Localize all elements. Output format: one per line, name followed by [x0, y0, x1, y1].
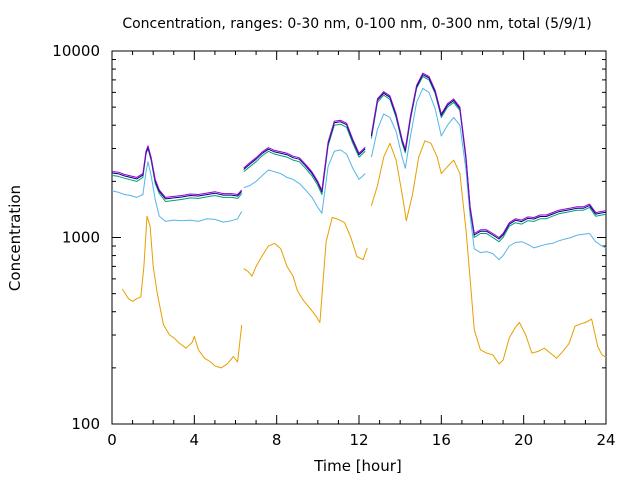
x-tick-label: 20 — [514, 431, 533, 449]
y-tick-label: 100 — [71, 415, 100, 433]
series-line-total-shadow — [243, 121, 366, 193]
series-line-total-shadow — [111, 146, 243, 200]
x-tick-label: 12 — [349, 431, 368, 449]
axis-ticks — [111, 50, 607, 425]
y-axis-label: Concentration — [6, 185, 24, 291]
tick-labels: 0 4 8 12 16 20 24 100 1000 10000 — [52, 42, 615, 449]
chart-title: Concentration, ranges: 0-30 nm, 0-100 nm… — [122, 16, 591, 32]
y-tick-label: 10000 — [52, 42, 100, 60]
x-tick-label: 4 — [190, 431, 200, 449]
series-line-total — [111, 145, 243, 198]
series-line-s30 — [121, 215, 243, 369]
series-line-s30 — [370, 140, 607, 365]
series-line-s100 — [111, 161, 243, 223]
series-line-total-shadow — [370, 74, 607, 240]
series-line-s30 — [243, 217, 368, 323]
x-tick-label: 24 — [596, 431, 615, 449]
plot-frame — [111, 50, 607, 425]
series-line-s300 — [243, 123, 366, 195]
x-tick-label: 16 — [432, 431, 451, 449]
x-tick-label: 0 — [107, 431, 117, 449]
series-line-total — [370, 72, 607, 238]
series-line-s100 — [370, 87, 607, 261]
series-line-total — [243, 119, 366, 191]
y-tick-label: 1000 — [62, 229, 100, 247]
series-line-s300 — [111, 148, 243, 202]
series-line-s100 — [243, 149, 366, 214]
x-axis-label: Time [hour] — [313, 457, 402, 475]
x-tick-label: 8 — [272, 431, 282, 449]
series-lines — [111, 72, 607, 369]
